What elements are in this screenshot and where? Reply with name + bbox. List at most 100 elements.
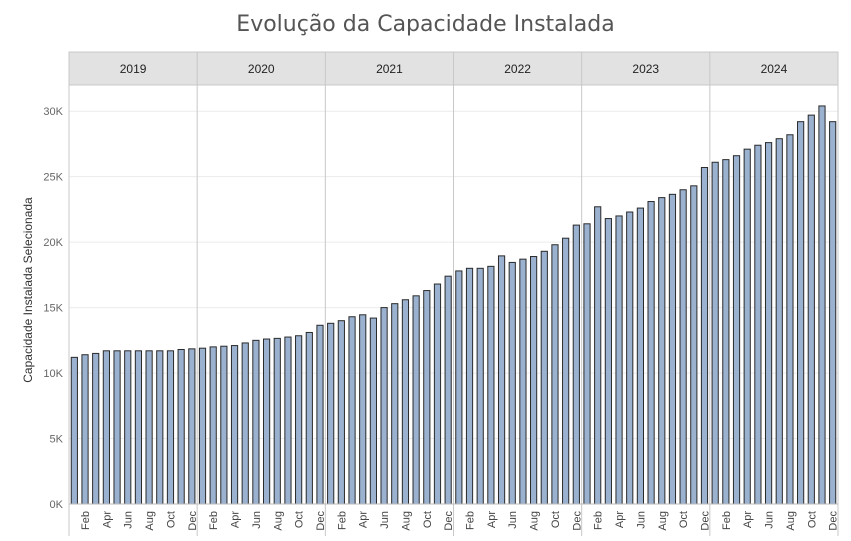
x-tick-label: Oct [422, 511, 434, 528]
bar [124, 350, 132, 505]
bar [636, 207, 645, 505]
x-tick-label: Dec [315, 511, 327, 531]
y-tick-label: 10K [43, 368, 63, 380]
bar [615, 215, 623, 505]
chart-title: Evolução da Capacidade Instalada [236, 12, 615, 37]
bar [797, 121, 805, 505]
x-tick-label: Feb [593, 511, 605, 530]
bar [455, 270, 463, 505]
bar [658, 197, 666, 505]
x-tick-label: Oct [165, 511, 177, 528]
year-label-2023: 2023 [632, 62, 659, 76]
bar [156, 350, 164, 505]
x-tick-label: Feb [80, 511, 92, 530]
bar [626, 211, 634, 505]
bar [754, 144, 762, 505]
x-tick-label: Aug [529, 511, 541, 531]
bar [465, 267, 474, 505]
bar [369, 317, 377, 505]
bar [519, 258, 527, 505]
bar [273, 337, 281, 505]
bar [572, 224, 580, 505]
bar [775, 138, 783, 505]
x-tick-label: Feb [208, 511, 220, 530]
y-tick-label: 0K [50, 499, 64, 511]
bar [295, 335, 303, 505]
x-tick-label: Oct [806, 511, 818, 528]
x-tick-label: Aug [657, 511, 669, 531]
x-tick-label: Apr [614, 511, 626, 528]
x-tick-label: Aug [272, 511, 284, 531]
bar [305, 331, 313, 505]
bar [444, 275, 452, 505]
bar [252, 339, 260, 505]
x-tick-label: Apr [486, 511, 498, 528]
bar [81, 354, 89, 505]
bar [220, 345, 228, 505]
bar [700, 166, 709, 505]
bar [188, 348, 196, 505]
x-tick-label: Apr [230, 511, 242, 528]
x-tick-label: Feb [465, 511, 477, 530]
bar [743, 148, 751, 505]
bar [722, 159, 730, 505]
bar [583, 223, 591, 505]
x-tick-label: Apr [358, 511, 370, 528]
bar [134, 350, 143, 505]
y-tick-label: 15K [43, 303, 63, 315]
bar [337, 320, 345, 505]
x-tick-label: Apr [742, 511, 754, 528]
year-label-2021: 2021 [376, 62, 403, 76]
bar [551, 244, 559, 505]
bar [764, 142, 773, 505]
bar [604, 218, 612, 505]
bar [241, 342, 249, 505]
x-tick-label: Oct [294, 511, 306, 528]
bar [359, 314, 367, 505]
bar [679, 189, 687, 505]
bar [508, 261, 516, 505]
x-tick-label: Jun [507, 511, 519, 529]
x-tick-label: Dec [187, 511, 199, 531]
x-tick-label: Apr [101, 511, 113, 528]
x-tick-label: Dec [828, 511, 840, 531]
y-tick-label: 20K [43, 237, 63, 249]
bar [562, 237, 570, 505]
year-label-2020: 2020 [248, 62, 275, 76]
y-tick-label: 5K [50, 434, 64, 446]
bar [433, 283, 442, 505]
bar [262, 338, 271, 505]
y-tick-label: 30K [43, 106, 63, 118]
bar [102, 350, 110, 505]
x-tick-label: Feb [336, 511, 348, 530]
x-tick-label: Aug [785, 511, 797, 531]
bar [316, 324, 324, 505]
bar [497, 255, 506, 505]
year-label-2024: 2024 [761, 62, 788, 76]
bar [113, 350, 121, 505]
x-tick-label: Aug [400, 511, 412, 531]
bar [530, 256, 538, 505]
bar [807, 114, 815, 505]
bar [487, 265, 495, 505]
bar [690, 185, 698, 505]
bar [423, 290, 431, 505]
bar [327, 322, 335, 505]
bar [380, 307, 388, 505]
bar [732, 155, 741, 505]
bar [647, 201, 655, 505]
bar [711, 161, 719, 505]
bar [166, 350, 175, 505]
x-tick-label: Jun [379, 511, 391, 529]
x-tick-label: Jun [764, 511, 776, 529]
bar [668, 193, 677, 505]
bar [145, 350, 153, 505]
x-tick-label: Dec [699, 511, 711, 531]
bar [284, 336, 292, 505]
bar [198, 347, 207, 505]
bar [177, 348, 185, 505]
bar [70, 356, 78, 505]
year-label-2022: 2022 [504, 62, 531, 76]
x-tick-label: Dec [571, 511, 583, 531]
